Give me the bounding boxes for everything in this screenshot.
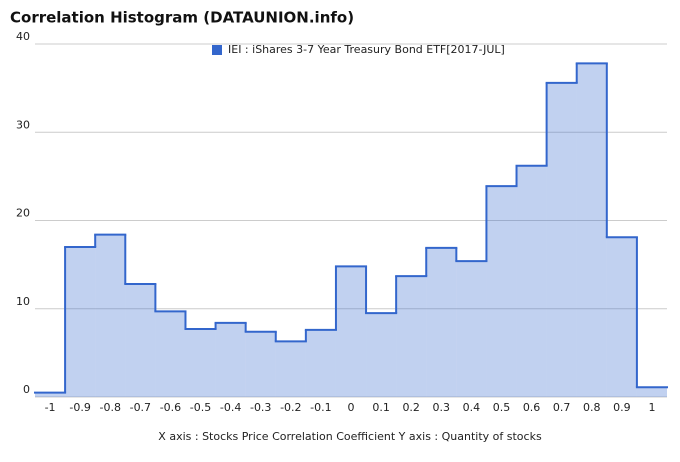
bar bbox=[396, 276, 427, 397]
x-tick-label: 1 bbox=[648, 401, 655, 414]
x-tick-label: -1 bbox=[45, 401, 56, 414]
x-tick-label: -0.4 bbox=[220, 401, 241, 414]
x-tick-label: -0.1 bbox=[310, 401, 331, 414]
axis-label: X axis : Stocks Price Correlation Coeffi… bbox=[158, 430, 542, 443]
x-tick-label: 0.4 bbox=[463, 401, 481, 414]
x-tick-label: -0.3 bbox=[250, 401, 271, 414]
x-tick-label: -0.2 bbox=[280, 401, 301, 414]
bar bbox=[576, 63, 607, 397]
legend-label: IEI : iShares 3-7 Year Treasury Bond ETF… bbox=[228, 43, 505, 56]
x-tick-label: -0.9 bbox=[69, 401, 90, 414]
bar bbox=[335, 266, 367, 397]
bar bbox=[366, 313, 397, 397]
bar bbox=[456, 261, 487, 397]
x-tick-label: 0.8 bbox=[583, 401, 601, 414]
bar bbox=[516, 165, 547, 397]
bar bbox=[95, 234, 126, 397]
x-tick-label: 0.7 bbox=[553, 401, 571, 414]
bar bbox=[215, 322, 246, 397]
bar bbox=[125, 284, 156, 397]
y-tick-label: 10 bbox=[16, 295, 30, 308]
bar bbox=[155, 311, 186, 397]
x-tick-label: 0.1 bbox=[372, 401, 390, 414]
x-tick-label: -0.8 bbox=[100, 401, 121, 414]
y-tick-label: 30 bbox=[16, 118, 30, 131]
x-tick-label: 0.3 bbox=[433, 401, 451, 414]
bar bbox=[275, 341, 306, 397]
bar bbox=[426, 247, 457, 397]
bar bbox=[245, 331, 276, 397]
y-tick-label: 40 bbox=[16, 30, 30, 43]
bar bbox=[546, 82, 577, 397]
bar bbox=[606, 237, 637, 397]
x-tick-label: 0.9 bbox=[613, 401, 631, 414]
bar bbox=[35, 392, 66, 397]
x-tick-label: -0.6 bbox=[160, 401, 181, 414]
chart-title: Correlation Histogram (DATAUNION.info) bbox=[10, 9, 354, 27]
bar bbox=[636, 387, 667, 397]
x-tick-label: -0.7 bbox=[130, 401, 151, 414]
y-tick-label: 20 bbox=[16, 207, 30, 220]
x-tick-label: -0.5 bbox=[190, 401, 211, 414]
bar bbox=[65, 246, 96, 397]
legend-swatch bbox=[212, 45, 222, 55]
bar bbox=[486, 186, 517, 397]
bar bbox=[185, 329, 216, 397]
x-tick-label: 0.5 bbox=[493, 401, 511, 414]
x-tick-label: 0 bbox=[348, 401, 355, 414]
bar bbox=[305, 329, 336, 397]
x-tick-label: 0.2 bbox=[402, 401, 420, 414]
y-tick-label: 0 bbox=[23, 383, 30, 396]
x-tick-label: 0.6 bbox=[523, 401, 541, 414]
